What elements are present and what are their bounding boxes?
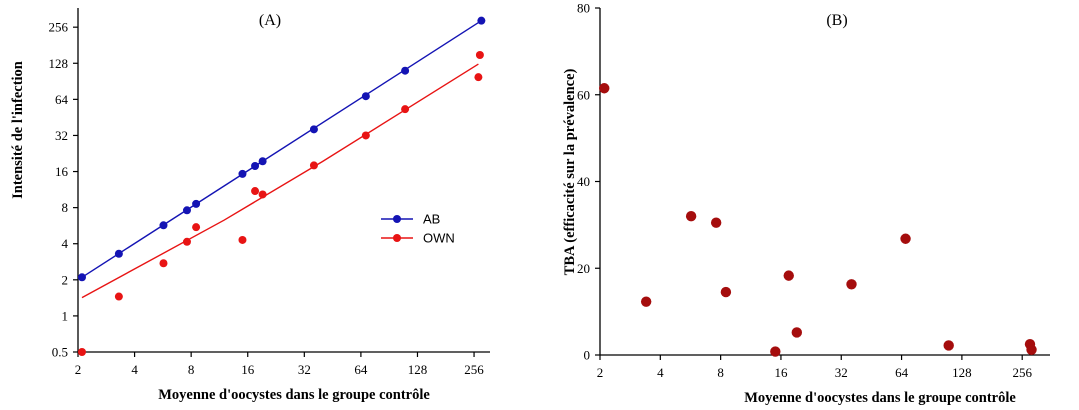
panel-b-x-axis-title: Moyenne d'oocystes dans le groupe contrô… [744,390,1016,406]
panel-a-point-ab [251,161,260,170]
panel-b-x-tick-label: 2 [597,365,604,380]
panel-a: (A) 2 4 8 16 32 64 128 256 0.51248163264128256 … [10,8,490,403]
panel-a-y-tick-label: 4 [62,236,69,251]
panel-b-point [710,217,722,228]
panel-a-point-ab [309,125,318,134]
panel-a-x-tick-label: 64 [354,362,368,377]
panel-a-y-tick-label: 1 [62,308,69,323]
panel-a-point-ab [77,273,86,282]
panel-a-point-ab [238,169,247,178]
panel-a-point-own [159,259,168,268]
panel-a-point-ab [401,66,410,75]
panel-a-point-own [474,73,483,82]
panel-a-y-tick-label: 8 [62,200,69,215]
panel-a-point-own [77,348,86,356]
panel-a-x-axis-title: Moyenne d'oocystes dans le groupe contrô… [158,387,430,403]
panel-a-x-tick-label: 32 [298,362,311,377]
panel-a-y-tick-label: 128 [49,56,69,71]
panel-b-points [599,83,1037,357]
panel-b-x-tick-label: 64 [895,365,909,380]
panel-a-fit-lines [81,20,482,299]
panel-a-point-ab [159,221,168,230]
panel-a-point-own [361,131,370,140]
panel-b-y-tick-label: 40 [577,174,590,189]
panel-b-y-ticks: 0 20 40 60 80 [577,1,600,363]
panel-a-point-ab [114,249,123,258]
panel-b-point [599,83,610,94]
panel-b-x-tick-label: 128 [952,365,972,380]
panel-a-point-ab [182,206,191,215]
panel-b-x-tick-label: 4 [657,365,664,380]
panel-b-x-tick-label: 256 [1012,365,1032,380]
panel-a-point-ab [477,16,486,25]
panel-a-x-tick-label: 16 [241,362,255,377]
panel-a-title: (A) [259,12,281,29]
panel-a-point-own [238,235,247,244]
panel-b-y-tick-label: 0 [584,348,591,363]
panel-a-fit-line-ab [81,20,482,278]
legend-marker-own [393,234,401,242]
panel-b-point [900,233,911,244]
panel-b-title: (B) [826,12,847,29]
panel-b: (B) 2 4 8 16 32 64 128 256 0 20 40 60 80 Moyenne d'… [562,1,1050,406]
panel-a-y-tick-label: 256 [49,20,69,35]
panel-b-point [770,346,781,357]
panel-b-point [783,270,794,281]
panel-b-point [685,211,697,222]
panel-a-x-tick-label: 8 [188,362,195,377]
panel-b-point [791,327,803,338]
panel-a-y-axis-title: Intensité de l'infection [10,61,26,199]
panel-b-y-axis-title: TBA (efficacité sur la prévalence) [562,68,578,275]
legend-marker-ab [393,215,401,223]
panel-a-y-tick-label: 32 [55,128,68,143]
panel-a-point-ab [361,92,370,101]
panel-a-point-own [401,105,410,114]
panel-b-y-tick-label: 20 [577,261,590,276]
panel-a-point-own [309,161,318,170]
panel-b-point [720,286,732,298]
panel-a-point-own [114,292,123,301]
legend-label-ab: AB [423,212,440,227]
panel-b-y-tick-label: 80 [577,1,590,16]
panel-a-points [77,16,486,356]
panel-a-y-tick-label: 64 [55,92,69,107]
panel-a-y-tick-label: 0.5 [52,345,68,360]
panel-a-y-tick-label: 2 [62,272,69,287]
panel-a-y-tick-label: 16 [55,164,69,179]
panel-a-point-own [251,187,260,196]
panel-a-y-ticks: 0.5 1 2 4 8 16 32 64 128 256 [49,20,78,360]
panel-a-point-ab [192,199,201,208]
panel-a-point-own [258,190,267,199]
panel-b-x-tick-label: 8 [717,365,724,380]
panel-a-x-tick-label: 256 [464,362,484,377]
panel-b-y-tick-label: 60 [577,87,590,102]
panel-a-x-ticks: 2 4 8 16 32 64 128 256 [75,352,484,377]
panel-a-point-own [192,223,201,232]
panel-b-point [943,340,954,351]
panel-a-point-own [475,51,484,60]
panel-b-x-tick-label: 32 [835,365,848,380]
panel-a-x-tick-label: 128 [408,362,428,377]
panel-a-point-ab [258,157,267,166]
panel-b-point [846,279,857,290]
legend-label-own: OWN [423,231,455,246]
panel-a-legend: AB OWN [381,212,455,246]
panel-b-x-tick-label: 16 [774,365,788,380]
panel-a-x-tick-label: 4 [131,362,138,377]
panel-a-fit-line-own [81,63,479,299]
panel-a-x-tick-label: 2 [75,362,82,377]
panel-b-point [640,296,652,307]
panel-b-point [1026,344,1037,355]
panel-a-point-own [182,237,191,246]
panel-b-x-ticks: 2 4 8 16 32 64 128 256 [597,355,1032,380]
